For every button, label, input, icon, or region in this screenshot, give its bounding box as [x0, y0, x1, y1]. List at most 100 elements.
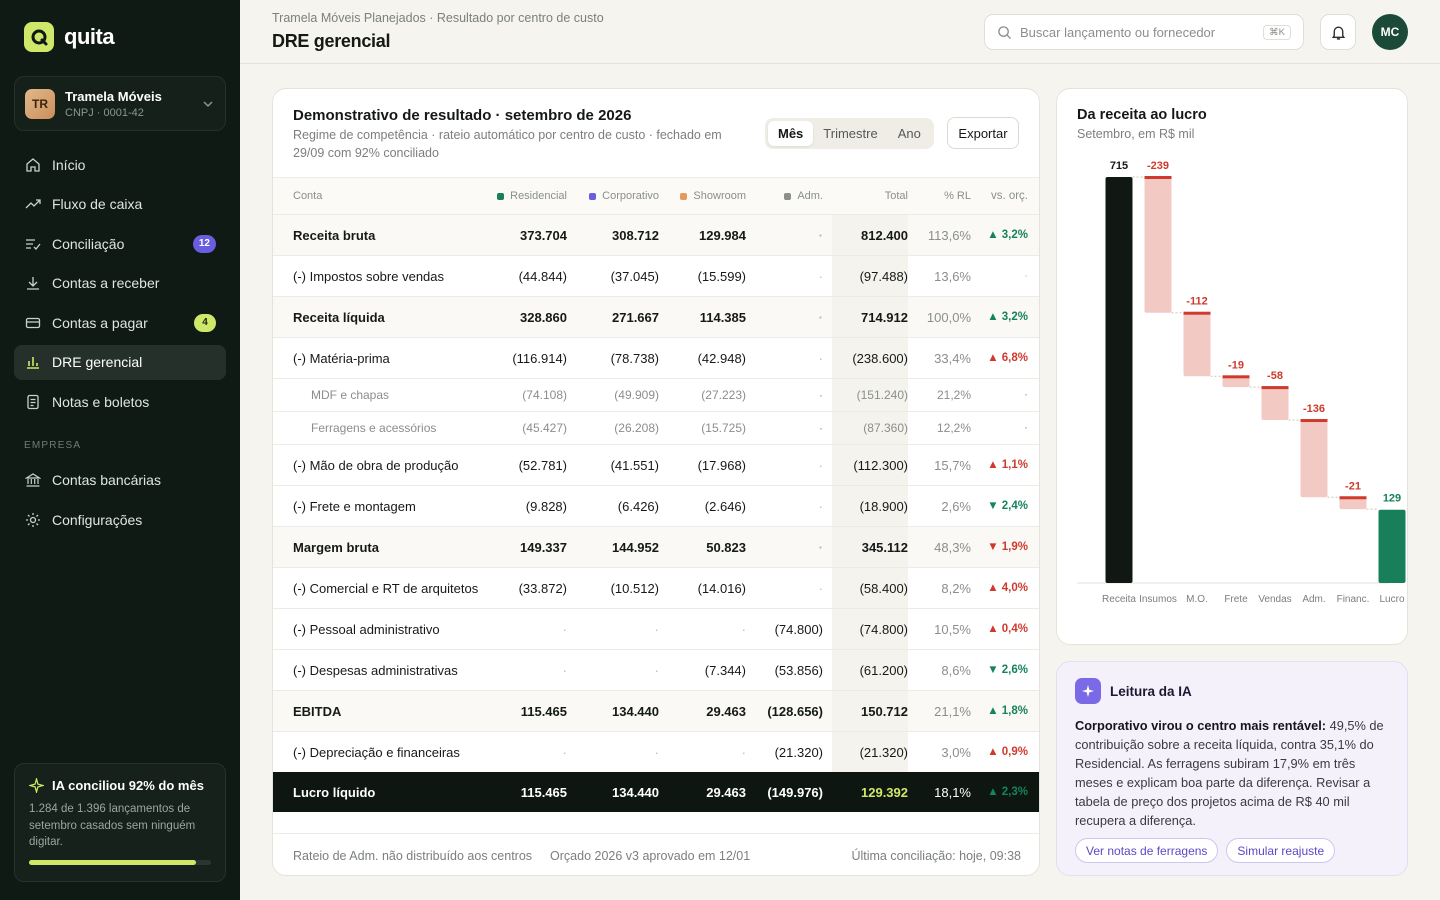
- cell-pct-rl: 8,6%: [941, 662, 971, 678]
- bar-chart-icon: [24, 353, 42, 371]
- cell-adm: ·: [818, 498, 823, 514]
- col-pct-rl[interactable]: % RL: [944, 190, 971, 202]
- view-ferragens-notes-button[interactable]: Ver notas de ferragens: [1075, 838, 1219, 863]
- col-total[interactable]: Total: [832, 178, 908, 214]
- table-row-ferragens-e-acessorios[interactable]: Ferragens e acessórios (45.427) (26.208) (1…: [273, 411, 1039, 444]
- dre-card: Demonstrativo de resultado · setembro de…: [272, 88, 1040, 876]
- cell-total-value: (61.200): [859, 662, 908, 678]
- nav-item-inicio[interactable]: Início: [14, 147, 226, 182]
- nav-label: Contas a pagar: [52, 314, 148, 331]
- cell-corporativo: 134.440: [612, 784, 659, 800]
- waterfall-bar-frete: [1222, 376, 1250, 388]
- table-row-impostos-sobre-vendas[interactable]: (-) Impostos sobre vendas (44.844) (37.045…: [273, 255, 1039, 296]
- footer-last-reconciliation: Última conciliação: hoje, 09:38: [851, 848, 1021, 863]
- nav-item-configuracoes[interactable]: Configurações: [14, 502, 226, 537]
- cell-total: (21.320): [832, 732, 908, 772]
- nav-item-fluxo-de-caixa[interactable]: Fluxo de caixa: [14, 187, 226, 222]
- search-input[interactable]: Buscar lançamento ou fornecedor ⌘K: [984, 14, 1304, 50]
- user-avatar[interactable]: MC: [1372, 14, 1408, 50]
- period-trimestre-button[interactable]: Trimestre: [823, 126, 878, 141]
- cell-conta: (-) Mão de obra de produção: [293, 457, 459, 473]
- breadcrumb[interactable]: Tramela Móveis Planejados · Resultado po…: [272, 11, 604, 25]
- table-row-mao-de-obra-de-producao[interactable]: (-) Mão de obra de produção (52.781) (41.5…: [273, 444, 1039, 485]
- cell-vs-orcamento: ·: [1024, 422, 1028, 434]
- waterfall-subtitle: Setembro, em R$ mil: [1077, 127, 1195, 141]
- nav-item-conciliacao[interactable]: Conciliação 12: [14, 226, 226, 261]
- cell-vs-orcamento: ▼ 1,9%: [987, 541, 1028, 553]
- notifications-button[interactable]: [1320, 14, 1356, 50]
- cell-total-value: 129.392: [861, 784, 908, 800]
- table-row-materia-prima[interactable]: (-) Matéria-prima (116.914) (78.738) (42.94…: [273, 337, 1039, 378]
- cell-corporativo: 308.712: [612, 227, 659, 243]
- cell-conta: (-) Depreciação e financeiras: [293, 744, 460, 760]
- nav-item-contas-a-pagar[interactable]: Contas a pagar 4: [14, 305, 226, 340]
- cell-residencial: (33.872): [518, 580, 567, 596]
- cell-total-value: 714.912: [861, 309, 908, 325]
- cell-pct-rl: 18,1%: [934, 784, 971, 800]
- table-row-comercial-e-rt-de-arquitetos[interactable]: (-) Comercial e RT de arquitetos (33.872)…: [273, 567, 1039, 608]
- cell-residencial: (9.828): [525, 498, 567, 514]
- waterfall-value-label: -21: [1345, 480, 1361, 492]
- cell-conta: (-) Pessoal administrativo: [293, 621, 440, 637]
- waterfall-bar-cap: [1261, 386, 1289, 390]
- cell-showroom: (2.646): [704, 498, 746, 514]
- period-mes-button[interactable]: Mês: [768, 121, 814, 146]
- nav-item-contas-bancarias[interactable]: Contas bancárias: [14, 463, 226, 498]
- col-corporativo[interactable]: Corporativo: [567, 190, 659, 202]
- cell-residencial: (45.427): [522, 421, 567, 435]
- col-showroom[interactable]: Showroom: [659, 190, 746, 202]
- table-row-mdf-e-chapas[interactable]: MDF e chapas (74.108) (49.909) (27.223) · (15…: [273, 378, 1039, 411]
- table-row-margem-bruta[interactable]: Margem bruta 149.337 144.952 50.823 · 345.112…: [273, 526, 1039, 567]
- conciliacao-count-badge: 12: [192, 234, 216, 253]
- cell-total-value: (97.488): [859, 268, 908, 284]
- cell-corporativo: (37.045): [610, 268, 659, 284]
- table-row-frete-e-montagem[interactable]: (-) Frete e montagem (9.828) (6.426) (2.646…: [273, 485, 1039, 526]
- export-button[interactable]: Exportar: [947, 117, 1019, 149]
- table-row-depreciacao-e-financeiras[interactable]: (-) Depreciação e financeiras · · · (21.320)…: [273, 731, 1039, 772]
- cell-showroom: 129.984: [699, 227, 746, 243]
- cell-corporativo: 271.667: [612, 309, 659, 325]
- cell-adm: ·: [819, 421, 823, 435]
- nav-label: Contas a receber: [52, 275, 160, 292]
- cell-pct-rl: 100,0%: [926, 309, 971, 325]
- cell-showroom: (7.344): [704, 662, 746, 678]
- nav-item-contas-a-receber[interactable]: Contas a receber: [14, 266, 226, 301]
- col-adm[interactable]: Adm.: [746, 190, 823, 202]
- table-row-receita-liquida[interactable]: Receita líquida 328.860 271.667 114.385 · 714…: [273, 296, 1039, 337]
- cell-residencial: (116.914): [512, 350, 567, 366]
- waterfall-category-label: Vendas: [1258, 594, 1291, 605]
- table-row-ebitda[interactable]: EBITDA 115.465 134.440 29.463 (128.656) 150.7…: [273, 690, 1039, 731]
- company-avatar: TR: [25, 88, 55, 119]
- waterfall-bar-mo: [1183, 312, 1211, 377]
- table-row-lucro-liquido[interactable]: Lucro líquido 115.465 134.440 29.463 (149.97…: [273, 772, 1039, 812]
- waterfall-bar-vendas: [1261, 387, 1289, 421]
- main-nav: Início Fluxo de caixa Conciliação 12 Con…: [14, 147, 226, 542]
- nav-item-dre-gerencial[interactable]: DRE gerencial: [14, 344, 226, 380]
- waterfall-value-label: 129: [1383, 493, 1401, 505]
- period-ano-button[interactable]: Ano: [897, 126, 921, 141]
- waterfall-bar-cap: [1339, 496, 1367, 500]
- brand[interactable]: quita: [24, 22, 115, 52]
- waterfall-value-label: 715: [1110, 160, 1128, 172]
- ia-summary-card[interactable]: IA conciliou 92% do mês 1.284 de 1.396 l…: [14, 763, 226, 882]
- simulate-price-adjustment-button[interactable]: Simular reajuste: [1226, 838, 1336, 863]
- table-row-despesas-administrativas[interactable]: (-) Despesas administrativas · · (7.344) (53…: [273, 649, 1039, 690]
- nav-item-notas-e-boletos[interactable]: Notas e boletos: [14, 385, 226, 420]
- table-row-receita-bruta[interactable]: Receita bruta 373.704 308.712 129.984 · 812.4…: [273, 214, 1039, 255]
- cell-conta: Ferragens e acessórios: [311, 421, 437, 435]
- table-row-pessoal-administrativo[interactable]: (-) Pessoal administrativo · · · (74.800) (74…: [273, 608, 1039, 649]
- cell-total: (97.488): [832, 256, 908, 296]
- bell-icon: [1331, 26, 1345, 40]
- cell-total: (58.400): [832, 568, 908, 608]
- brand-name: quita: [64, 24, 115, 49]
- cell-conta: (-) Despesas administrativas: [293, 662, 458, 678]
- dre-title: Demonstrativo de resultado · setembro de…: [293, 107, 632, 124]
- cell-total-value: 345.112: [861, 539, 908, 555]
- company-switcher[interactable]: TR Tramela Móveis CNPJ · 0001-42: [14, 76, 226, 131]
- nav-label: Início: [52, 156, 86, 173]
- col-vs-orcamento[interactable]: vs. orç.: [990, 190, 1028, 202]
- cell-residencial: 373.704: [520, 227, 567, 243]
- cell-corporativo: (41.551): [610, 457, 659, 473]
- cell-total: (18.900): [832, 486, 908, 526]
- col-residencial[interactable]: Residencial: [483, 190, 567, 202]
